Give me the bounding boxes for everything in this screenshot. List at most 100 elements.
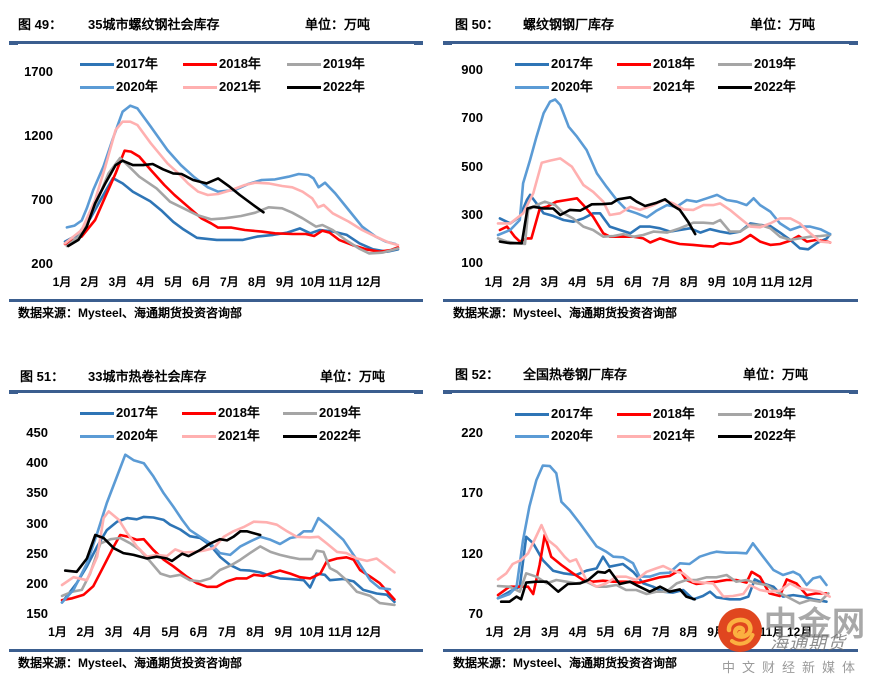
legend-label: 2021年 [653,79,695,94]
y-tick-label: 70 [468,606,483,621]
figure-label: 图 50： [455,17,500,32]
series-line-2021 [60,510,396,587]
y-tick-label: 350 [26,485,48,501]
unit-label: 单位：万吨 [305,17,371,32]
x-tick-label: 3月 [541,625,560,639]
watermark-overlay-text: 海通期货 [770,633,846,653]
x-tick-label: 10月 [300,275,326,289]
legend-swatch [80,62,114,66]
y-tick-label: 100 [461,255,483,271]
watermark-brand: 中金网 [764,605,866,642]
legend-label: 2020年 [116,79,158,94]
legend-swatch [718,62,752,66]
source-note: 数据来源：Mysteel、海通期货投资咨询部 [453,306,678,320]
top-divider [9,41,423,45]
legend-label: 2019年 [319,405,361,420]
y-tick-label: 250 [26,545,48,561]
unit-label: 单位：万吨 [320,369,386,384]
y-tick-label: 700 [31,192,53,207]
legend-swatch [515,62,549,66]
x-tick-label: 12月 [356,275,382,289]
legend-swatch [718,85,752,89]
legend-swatch [515,85,549,89]
x-tick-label: 1月 [484,275,504,289]
x-tick-label: 11月 [759,625,785,639]
x-tick-label: 5月 [164,275,183,289]
series-line-2022 [498,196,697,245]
x-tick-label: 6月 [624,275,643,289]
x-tick-label: 4月 [568,275,588,289]
series-line-2018 [63,149,400,253]
x-tick-label: 2月 [512,275,532,289]
legend-swatch [182,411,216,415]
x-tick-label: 12月 [787,625,813,639]
y-tick-label: 170 [461,485,483,501]
series-line-2022 [66,159,265,248]
x-tick-label: 4月 [133,625,152,639]
legend-label: 2017年 [116,56,158,71]
figure-panel-50: 图 50： 螺纹钢钢厂库存 单位：万吨 数据来源：Mysteel、海通期货投资咨… [435,0,865,330]
figure-label: 图 51： [20,369,65,384]
x-tick-label: 1月 [52,275,72,289]
x-tick-label: 3月 [540,275,560,289]
legend-swatch [80,85,114,89]
y-tick-label: 300 [461,206,483,222]
x-tick-label: 11月 [760,275,786,289]
series-line-2020 [496,98,832,237]
legend-label: 2019年 [754,56,796,71]
x-tick-label: 7月 [651,625,671,639]
legend-swatch [80,411,114,415]
legend-swatch [183,85,217,89]
y-tick-label: 120 [461,545,483,561]
y-tick-label: 200 [26,575,48,591]
series-line-2022 [63,530,262,574]
legend-swatch [515,434,549,438]
legend-swatch [287,85,321,89]
legend-label: 2021年 [653,428,695,443]
series-line-2020 [60,453,392,604]
series-line-2017 [63,176,400,253]
legend-label: 2019年 [323,56,365,71]
top-divider [443,390,858,394]
legend-label: 2018年 [218,405,260,420]
legend-swatch [182,434,216,438]
bottom-divider [443,299,858,302]
x-tick-label: 10月 [732,275,758,289]
x-tick-label: 9月 [275,275,295,289]
series-line-2022 [499,568,696,603]
x-tick-label: 6月 [624,625,643,639]
y-tick-label: 1700 [24,64,53,79]
x-tick-label: 5月 [596,625,616,639]
y-tick-label: 1200 [24,128,53,143]
figure-title: 33城市热卷社会库存 [88,369,207,384]
y-tick-label: 220 [461,425,483,440]
x-tick-label: 1月 [48,625,67,639]
series-line-2018 [496,533,828,598]
legend-swatch [617,412,651,416]
x-tick-label: 9月 [707,275,727,289]
x-tick-label: 2月 [80,275,100,289]
x-tick-label: 11月 [328,275,354,289]
figure-panel-51: 图 51： 33城市热卷社会库存 单位：万吨 数据来源：Mysteel、海通期货… [0,350,430,680]
y-tick-label: 400 [26,455,48,471]
bottom-divider [9,299,423,302]
legend-swatch [617,62,651,66]
x-tick-label: 8月 [246,625,265,639]
swirl-logo-icon [717,607,763,653]
figure-label: 图 52： [455,367,500,382]
legend-label: 2022年 [323,79,365,94]
legend-swatch [617,85,651,89]
legend-swatch [283,411,317,415]
series-line-2021 [496,523,832,598]
source-note: 数据来源：Mysteel、海通期货投资咨询部 [18,656,243,670]
legend-label: 2018年 [219,56,261,71]
x-tick-label: 6月 [192,275,211,289]
x-tick-label: 5月 [161,625,181,639]
line-chart [496,98,832,251]
figure-title: 全国热卷钢厂库存 [523,367,628,382]
line-chart [60,453,396,607]
x-tick-label: 10月 [299,625,325,639]
figure-panel-49: 图 49： 35城市螺纹钢社会库存 单位：万吨 数据来源：Mysteel、海通期… [0,0,430,330]
source-note: 数据来源：Mysteel、海通期货投资咨询部 [453,656,678,670]
legend-label: 2017年 [551,56,593,71]
